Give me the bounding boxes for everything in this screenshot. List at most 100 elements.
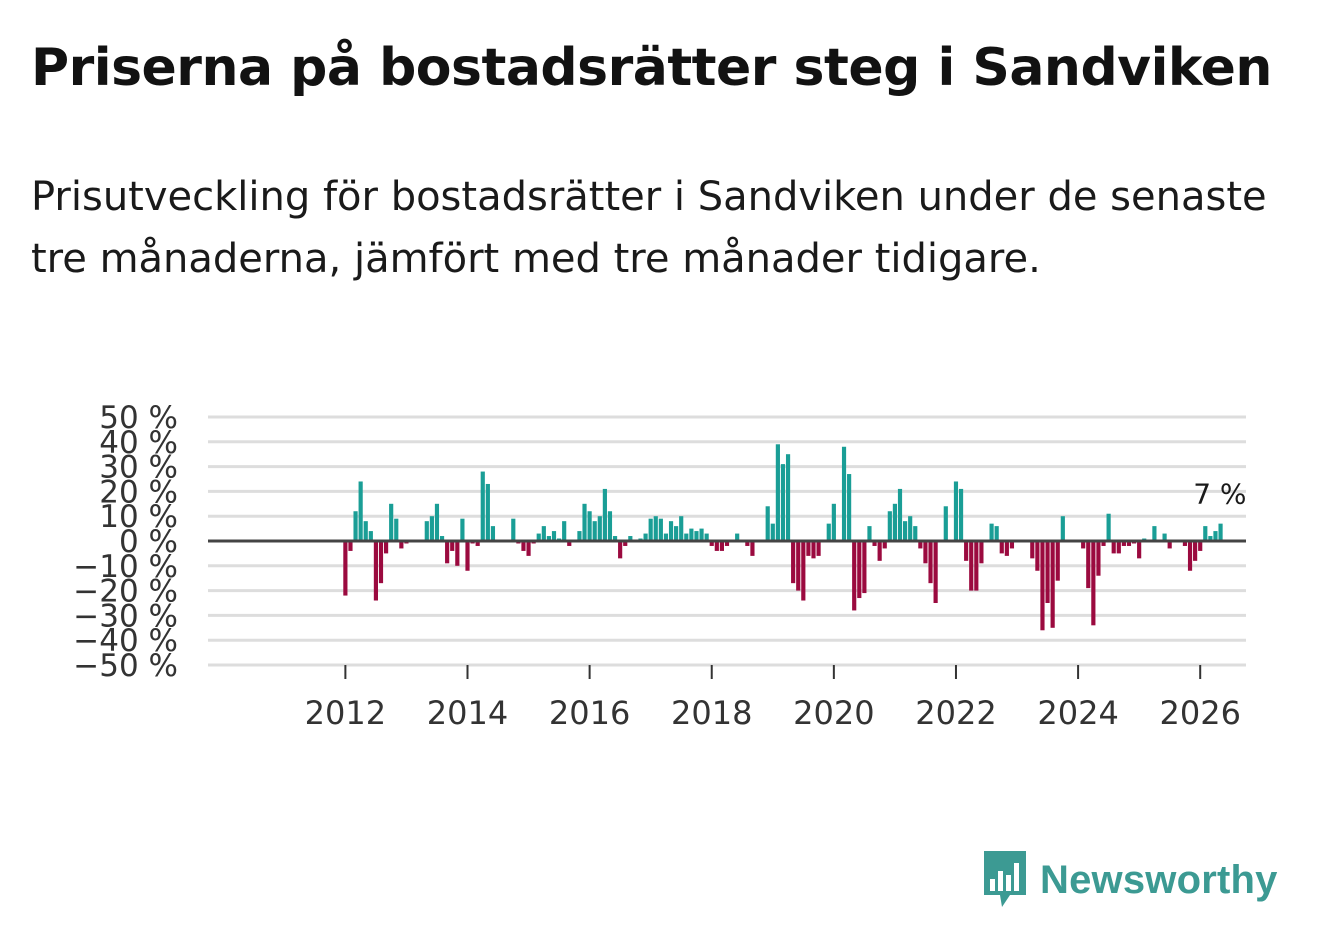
bar bbox=[1060, 516, 1065, 541]
bar bbox=[745, 541, 750, 546]
bar bbox=[999, 541, 1004, 554]
brand-name: Newsworthy bbox=[1040, 857, 1278, 902]
chart-subtitle: Prisutveckling för bostadsrätter i Sandv… bbox=[31, 174, 1267, 282]
bar bbox=[358, 481, 363, 541]
bar bbox=[994, 526, 999, 541]
bar bbox=[1091, 541, 1096, 626]
bar bbox=[1203, 526, 1208, 541]
x-tick-label: 2026 bbox=[1159, 694, 1240, 732]
bar bbox=[445, 541, 450, 564]
bar bbox=[903, 521, 908, 541]
bar bbox=[1096, 541, 1101, 576]
bar bbox=[343, 541, 348, 596]
bar bbox=[826, 523, 831, 541]
y-tick-label: 10 % bbox=[99, 499, 178, 535]
bar bbox=[1009, 541, 1015, 549]
bar bbox=[450, 541, 455, 551]
bar bbox=[953, 481, 959, 541]
x-tick-label: 2018 bbox=[671, 694, 752, 732]
bar bbox=[1040, 541, 1045, 631]
y-tick-label: 20 % bbox=[99, 474, 178, 510]
bar bbox=[424, 521, 429, 541]
bar bbox=[770, 523, 775, 541]
y-axis: 50 %40 %30 %20 %10 %0 %−10 %−20 %−30 %−4… bbox=[73, 400, 178, 684]
bar bbox=[801, 541, 806, 601]
bar bbox=[465, 541, 470, 571]
bar bbox=[684, 533, 689, 541]
bar bbox=[597, 516, 602, 541]
bar bbox=[1081, 541, 1086, 549]
bar bbox=[526, 541, 531, 556]
bar bbox=[1121, 541, 1126, 546]
bar bbox=[648, 518, 653, 541]
bar bbox=[943, 506, 948, 541]
chart-title: Priserna på bostadsrätter steg i Sandvik… bbox=[31, 38, 1272, 98]
x-tick-label: 2012 bbox=[305, 694, 386, 732]
bar bbox=[719, 541, 724, 551]
y-tick-label: −20 % bbox=[73, 574, 178, 610]
bar bbox=[724, 541, 730, 546]
x-tick-label: 2024 bbox=[1037, 694, 1118, 732]
bar bbox=[567, 541, 572, 546]
bar bbox=[607, 511, 613, 541]
bar bbox=[623, 541, 628, 546]
bar bbox=[689, 528, 694, 541]
bars bbox=[343, 444, 1223, 631]
bar bbox=[852, 541, 857, 611]
bar bbox=[862, 541, 867, 594]
y-tick-label: 30 % bbox=[99, 450, 178, 486]
bar bbox=[577, 531, 582, 541]
bar bbox=[791, 541, 796, 584]
bar bbox=[511, 518, 516, 541]
bar bbox=[714, 541, 719, 551]
bar bbox=[887, 511, 892, 541]
bar bbox=[928, 541, 933, 584]
bar bbox=[1198, 541, 1203, 551]
bar bbox=[628, 536, 633, 541]
bar bbox=[969, 541, 974, 591]
bar bbox=[933, 541, 938, 603]
bar bbox=[816, 541, 821, 556]
bar bbox=[1055, 541, 1060, 581]
bar bbox=[699, 528, 704, 541]
bar bbox=[796, 541, 801, 591]
bar bbox=[536, 533, 541, 541]
bar bbox=[831, 503, 836, 541]
bar bbox=[663, 533, 669, 541]
bar bbox=[460, 518, 465, 541]
bar bbox=[618, 541, 623, 559]
bar bbox=[1167, 541, 1172, 549]
bar bbox=[658, 518, 663, 541]
bar bbox=[348, 541, 353, 551]
bar bbox=[913, 526, 918, 541]
bar bbox=[958, 488, 964, 541]
bar bbox=[1106, 513, 1111, 541]
bar bbox=[546, 536, 551, 541]
x-axis: 2012 2014 2016 2018 2020 2022 2024 2026 bbox=[305, 665, 1241, 732]
bar bbox=[399, 541, 404, 549]
bar bbox=[378, 541, 384, 584]
bar bbox=[1137, 541, 1142, 559]
bar bbox=[1182, 541, 1188, 546]
bar bbox=[877, 541, 882, 561]
bar bbox=[775, 444, 780, 541]
bar bbox=[353, 511, 358, 541]
bar bbox=[643, 533, 648, 541]
bar bbox=[735, 533, 740, 541]
bar bbox=[811, 541, 816, 559]
bar bbox=[979, 541, 984, 564]
bar bbox=[867, 526, 872, 541]
bar bbox=[1050, 541, 1055, 628]
bar bbox=[709, 541, 714, 546]
bar bbox=[704, 533, 709, 541]
y-tick-label: −40 % bbox=[73, 623, 178, 659]
y-tick-label: 50 % bbox=[99, 400, 178, 436]
bar bbox=[1086, 541, 1091, 589]
bar bbox=[897, 488, 903, 541]
bar bbox=[872, 541, 877, 546]
bar bbox=[480, 471, 485, 541]
x-tick-label: 2020 bbox=[793, 694, 874, 732]
x-tick-label: 2022 bbox=[915, 694, 996, 732]
bar bbox=[857, 541, 862, 599]
bar bbox=[674, 526, 679, 541]
